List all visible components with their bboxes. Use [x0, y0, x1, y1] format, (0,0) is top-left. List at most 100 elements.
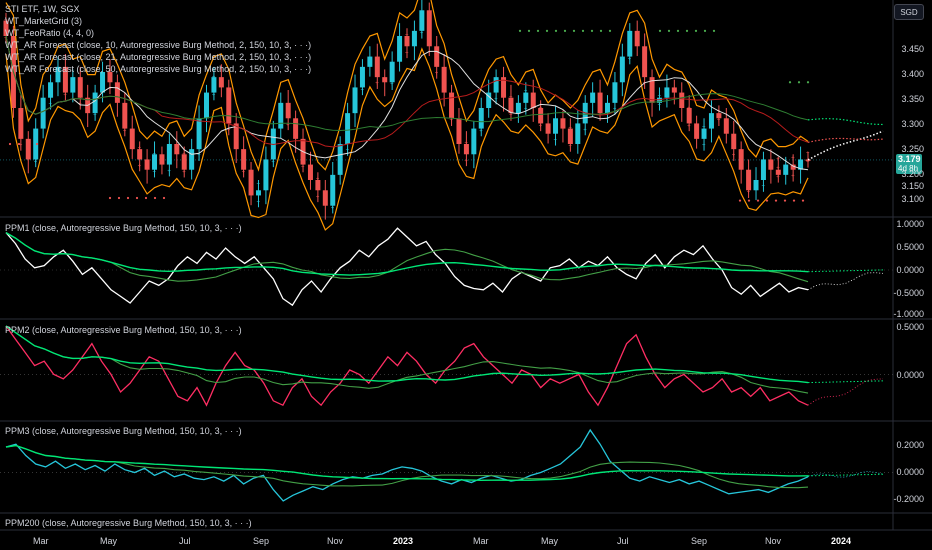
- legend-ppm200[interactable]: PPM200 (close, Autoregressive Burg Metho…: [5, 518, 252, 528]
- legend-ppm2[interactable]: PPM2 (close, Autoregressive Burg Method,…: [5, 325, 242, 335]
- candle-body: [285, 102, 291, 119]
- grid-cross-mark: +: [761, 184, 765, 190]
- grid-cross-mark: +: [450, 109, 454, 115]
- candle-body: [3, 20, 9, 36]
- candle-body: [337, 144, 343, 175]
- candle-body: [597, 92, 603, 114]
- grid-cross-mark: +: [301, 146, 305, 152]
- candle-body: [241, 149, 247, 170]
- grid-dot: [783, 199, 787, 202]
- ppm1-y-tick: 0.0000: [896, 265, 924, 275]
- main-y-tick: 3.450: [901, 44, 924, 54]
- grid-cross-mark: +: [806, 151, 810, 157]
- grid-cross-mark: +: [138, 163, 142, 169]
- grid-cross-mark: +: [435, 71, 439, 77]
- candle-body: [152, 154, 158, 170]
- x-tick: May: [100, 536, 118, 546]
- x-tick: Sep: [253, 536, 270, 546]
- legend-market-grid[interactable]: WT_MarketGrid (3): [5, 16, 83, 26]
- x-tick: May: [541, 536, 559, 546]
- ppm3-signal-fast: [5, 445, 809, 489]
- grid-cross-mark: +: [479, 119, 483, 125]
- candle-body: [723, 118, 729, 134]
- grid-cross-mark: +: [19, 143, 23, 149]
- grid-cross-mark: +: [286, 104, 290, 110]
- grid-cross-mark: +: [93, 113, 97, 119]
- grid-cross-mark: +: [49, 102, 53, 108]
- candle-body: [33, 128, 39, 160]
- candle-body: [40, 97, 46, 129]
- forecast-10-line: [807, 130, 884, 161]
- grid-cross-mark: +: [687, 114, 691, 120]
- main-y-tick: 3.250: [901, 144, 924, 154]
- grid-dot: [162, 196, 166, 200]
- grid-cross-mark: +: [405, 50, 409, 56]
- candle-body: [478, 108, 484, 129]
- grid-cross-mark: +: [256, 181, 260, 187]
- legend-ppm3[interactable]: PPM3 (close, Autoregressive Burg Method,…: [5, 426, 242, 436]
- grid-cross-mark: +: [628, 38, 632, 44]
- candle-body: [107, 72, 113, 83]
- candle-body: [434, 46, 440, 67]
- symbol-title[interactable]: STI ETF, 1W, SGX: [5, 4, 80, 14]
- grid-cross-mark: +: [138, 145, 142, 151]
- grid-cross-mark: +: [197, 135, 201, 141]
- candle-body: [590, 92, 596, 103]
- main-y-tick: 3.400: [901, 69, 924, 79]
- grid-cross-mark: +: [212, 92, 216, 98]
- candle-body: [627, 30, 633, 57]
- grid-cross-mark: +: [776, 175, 780, 181]
- grid-cross-mark: +: [182, 161, 186, 167]
- grid-cross-mark: +: [93, 95, 97, 101]
- grid-cross-mark: +: [256, 190, 260, 196]
- candle-body: [404, 36, 410, 47]
- candle-body: [441, 66, 447, 93]
- candle-body: [760, 159, 766, 180]
- candle-body: [77, 77, 83, 98]
- candle-body: [746, 169, 752, 191]
- grid-dot: [536, 29, 540, 32]
- grid-cross-mark: +: [776, 157, 780, 163]
- legend-ppm1[interactable]: PPM1 (close, Autoregressive Burg Method,…: [5, 223, 242, 233]
- ma-10-line: [5, 35, 809, 171]
- grid-cross-mark: +: [123, 128, 127, 134]
- grid-dot: [694, 29, 698, 32]
- last-price-value: 3.179: [898, 154, 921, 164]
- grid-cross-mark: +: [613, 107, 617, 113]
- x-tick: Nov: [327, 536, 344, 546]
- candle-body: [419, 10, 425, 31]
- grid-cross-mark: +: [613, 89, 617, 95]
- ppm2-signal-fast: [5, 325, 809, 394]
- currency-button[interactable]: SGD: [894, 4, 924, 20]
- grid-cross-mark: +: [108, 86, 112, 92]
- candle-body: [315, 180, 321, 191]
- legend-ar-forecast-10[interactable]: WT_AR Forecast (close, 10, Autoregressiv…: [5, 40, 312, 50]
- legend-feo-ratio[interactable]: WT_FeoRatio (4, 4, 0): [5, 28, 95, 38]
- upper-envelope: [5, 0, 809, 172]
- grid-cross-mark: +: [598, 104, 602, 110]
- x-tick: Nov: [765, 536, 782, 546]
- candle-body: [508, 97, 514, 114]
- grid-cross-mark: +: [672, 88, 676, 94]
- grid-cross-mark: +: [450, 118, 454, 124]
- candle-body: [798, 159, 804, 170]
- candle-body: [701, 128, 707, 139]
- legend-ar-forecast-21[interactable]: WT_AR Forecast (close, 21, Autoregressiv…: [5, 52, 312, 62]
- grid-cross-mark: +: [687, 123, 691, 129]
- ppm1-forecast: [807, 272, 884, 291]
- grid-cross-mark: +: [479, 110, 483, 116]
- candle-body: [463, 144, 469, 155]
- grid-cross-mark: +: [420, 13, 424, 19]
- x-tick-year: 2023: [393, 536, 414, 546]
- grid-cross-mark: +: [494, 88, 498, 94]
- grid-dot: [572, 29, 576, 32]
- x-tick: Mar: [33, 536, 49, 546]
- grid-cross-mark: +: [212, 74, 216, 80]
- legend-ar-forecast-50[interactable]: WT_AR Forecast (close, 50, Autoregressiv…: [5, 64, 312, 74]
- forecast-21-line: [807, 137, 884, 143]
- candle-body: [553, 118, 559, 134]
- grid-cross-mark: +: [747, 181, 751, 187]
- ppm1-signal-forecast: [807, 269, 884, 273]
- grid-cross-mark: +: [464, 140, 468, 146]
